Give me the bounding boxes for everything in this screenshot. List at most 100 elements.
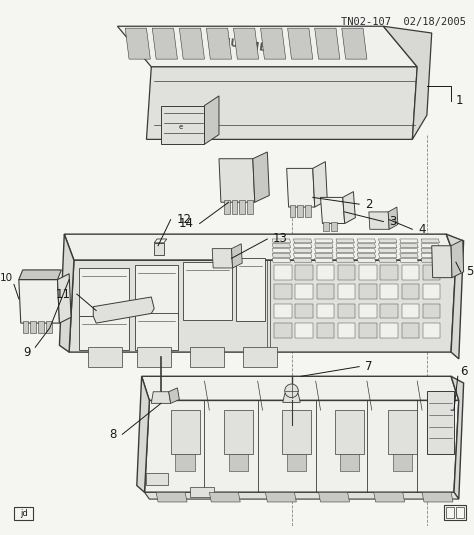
Polygon shape [421,239,439,243]
Polygon shape [402,323,419,338]
Polygon shape [69,260,456,352]
Polygon shape [317,265,334,280]
Polygon shape [224,200,229,214]
Polygon shape [287,454,306,471]
Text: TN02-107  02/18/2005: TN02-107 02/18/2005 [340,17,465,27]
Polygon shape [89,347,122,366]
Polygon shape [135,265,178,318]
Polygon shape [272,254,291,257]
Polygon shape [247,200,253,214]
Text: 7: 7 [365,360,373,373]
Polygon shape [359,323,377,338]
Polygon shape [357,254,375,257]
Polygon shape [145,401,459,492]
Polygon shape [283,394,300,402]
Polygon shape [295,304,313,318]
Polygon shape [402,265,419,280]
Polygon shape [317,304,334,318]
Polygon shape [357,258,375,262]
Polygon shape [317,285,334,299]
Polygon shape [446,234,464,359]
Polygon shape [272,249,291,253]
Polygon shape [400,258,418,262]
Bar [456,507,464,518]
Polygon shape [30,321,36,333]
Polygon shape [274,265,292,280]
Polygon shape [219,159,255,202]
Polygon shape [282,410,311,454]
Text: ⚡: ⚡ [315,42,326,57]
Polygon shape [451,240,464,278]
Polygon shape [169,388,179,403]
Polygon shape [393,454,412,471]
Polygon shape [400,249,418,253]
Polygon shape [154,239,167,243]
Polygon shape [432,246,452,278]
Polygon shape [451,376,464,499]
Polygon shape [381,285,398,299]
Polygon shape [315,254,333,257]
Polygon shape [379,258,397,262]
Polygon shape [315,239,333,243]
Polygon shape [272,244,291,248]
Polygon shape [19,280,59,323]
Polygon shape [146,473,168,485]
Polygon shape [357,249,375,253]
Text: 3: 3 [389,215,397,228]
Polygon shape [359,265,377,280]
Text: HUMMER: HUMMER [221,37,275,54]
Polygon shape [145,492,459,499]
Polygon shape [253,152,269,202]
Polygon shape [228,454,248,471]
Polygon shape [400,239,418,243]
Polygon shape [336,244,355,248]
Text: 1: 1 [456,94,464,107]
Polygon shape [379,244,397,248]
Polygon shape [234,28,259,59]
Polygon shape [210,492,240,502]
Polygon shape [427,391,454,454]
Polygon shape [336,239,355,243]
Text: 6: 6 [460,365,467,378]
Polygon shape [423,285,440,299]
Polygon shape [224,410,253,454]
Polygon shape [379,249,397,253]
Polygon shape [290,205,295,217]
Polygon shape [135,314,178,350]
Polygon shape [232,200,237,214]
Polygon shape [156,492,187,502]
Polygon shape [293,249,312,253]
Polygon shape [79,316,129,350]
Polygon shape [151,392,171,403]
Polygon shape [293,239,312,243]
Polygon shape [265,492,296,502]
Polygon shape [154,243,164,255]
Polygon shape [23,321,28,333]
Polygon shape [340,454,359,471]
Polygon shape [315,28,340,59]
Polygon shape [137,347,171,366]
Polygon shape [212,249,233,268]
Text: 2: 2 [365,197,373,211]
Polygon shape [338,323,356,338]
Polygon shape [336,258,355,262]
Polygon shape [359,285,377,299]
Polygon shape [343,192,356,224]
Polygon shape [335,410,364,454]
Polygon shape [293,258,312,262]
Text: 8: 8 [109,428,117,441]
Polygon shape [331,221,337,231]
Polygon shape [274,285,292,299]
Polygon shape [315,258,333,262]
Bar [444,505,465,521]
Polygon shape [118,26,417,67]
Polygon shape [232,244,242,268]
Polygon shape [381,323,398,338]
Polygon shape [423,304,440,318]
Polygon shape [374,492,405,502]
Polygon shape [357,244,375,248]
Polygon shape [297,205,303,217]
Polygon shape [323,221,329,231]
Polygon shape [342,28,367,59]
Polygon shape [315,249,333,253]
